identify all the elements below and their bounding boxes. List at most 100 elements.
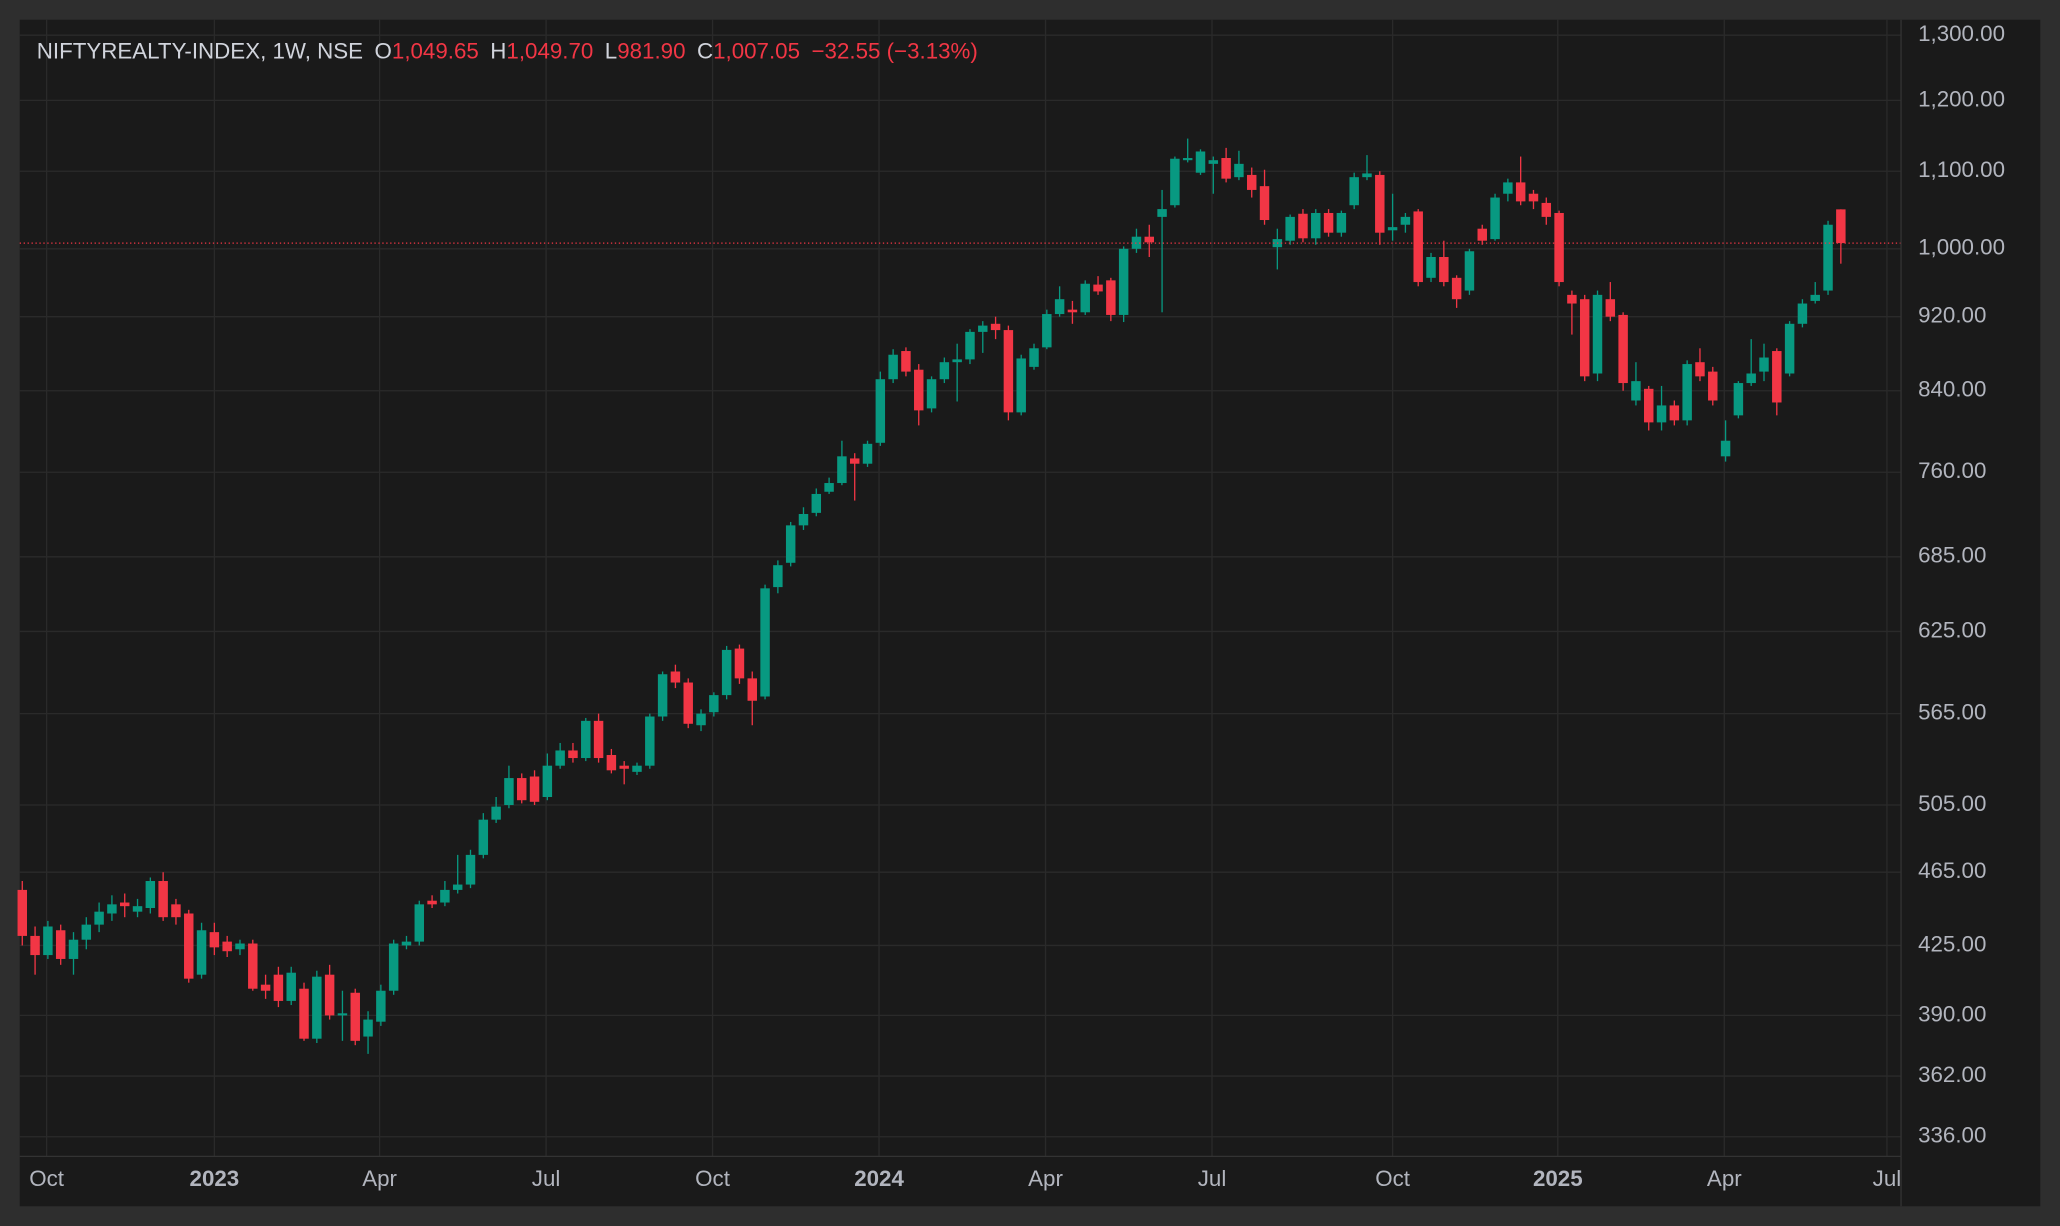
candle-body (1464, 251, 1475, 291)
candle-body (1733, 383, 1744, 416)
candle-body (299, 988, 309, 1039)
candle-body (1682, 364, 1692, 421)
candle-body (529, 776, 540, 802)
legend-key: O (375, 38, 392, 63)
legend-value: 1,049.70 (506, 38, 593, 63)
candle-body (1246, 174, 1257, 190)
candle-body (248, 943, 258, 989)
candle-body (914, 369, 924, 411)
candle-body (721, 649, 732, 696)
candle-body (1016, 358, 1026, 413)
candle-body (1144, 236, 1155, 243)
candle-body (632, 765, 642, 772)
candle-body (901, 351, 911, 372)
change: −32.55 (−3.13%) (812, 38, 978, 63)
candle-body (862, 443, 873, 464)
candle-body (837, 456, 847, 484)
candle-body (709, 695, 719, 713)
candle-body (158, 881, 168, 918)
candle-body (798, 514, 809, 526)
candle-body (811, 493, 822, 513)
candle-body (196, 930, 207, 975)
candle-body (324, 974, 335, 1016)
x-tick-label: Jul (1198, 1166, 1227, 1191)
candle-body (657, 674, 668, 717)
candle-body (926, 379, 937, 409)
candle-body (1720, 440, 1731, 457)
x-tick-label: Jul (1873, 1166, 1902, 1191)
axes: 1,300.00 1,200.00 1,100.00 1,000.00 920.00 84… (29, 21, 2005, 1191)
y-tick-label: 465.00 (1918, 858, 1986, 883)
y-tick-label: 1,200.00 (1918, 86, 2005, 111)
symbol: NIFTYREALTY-INDEX, 1W, NSE (37, 38, 363, 63)
candle-body (478, 819, 489, 855)
candle-body (1387, 227, 1398, 231)
legend-key: H (490, 38, 506, 63)
candle-body (81, 924, 92, 940)
legend-value: 1,007.05 (713, 38, 800, 63)
candle-body (452, 884, 463, 890)
candle-body (1298, 213, 1308, 239)
x-tick-label: Oct (695, 1166, 731, 1191)
candle-body (30, 935, 40, 956)
x-tick-label: 2023 (190, 1166, 240, 1191)
y-tick-label: 920.00 (1918, 303, 1986, 328)
candle-body (312, 976, 322, 1039)
candle-body (670, 671, 681, 683)
candle-body (1708, 371, 1718, 401)
candle-body (350, 992, 360, 1041)
candle-body (1426, 256, 1436, 278)
candle-body (1631, 381, 1641, 401)
candle-body (107, 904, 117, 914)
candle-body (1323, 212, 1334, 233)
y-tick-label: 1,000.00 (1918, 235, 2005, 260)
legend-key: C (697, 38, 713, 63)
y-tick-label: 760.00 (1918, 458, 1986, 483)
candle-body (1439, 256, 1449, 283)
candle-body (1746, 373, 1756, 384)
grid (19, 19, 1902, 1157)
candle-body (388, 943, 399, 991)
candle-body (1362, 173, 1372, 178)
x-tick-label: 2025 (1533, 1166, 1583, 1191)
candle-body (734, 648, 745, 679)
candle-body (939, 362, 950, 380)
candle-body (1836, 209, 1846, 244)
candle-body (760, 588, 770, 697)
candle-body (427, 900, 437, 905)
candle-body (337, 1013, 348, 1016)
candle-body (440, 889, 450, 903)
candle-body (1029, 348, 1039, 367)
candle-body (222, 941, 232, 952)
candle-body (1554, 212, 1564, 283)
candle-body (1182, 158, 1193, 161)
candle-body (1477, 228, 1487, 241)
candle-body (1823, 224, 1833, 291)
candle-body (1131, 236, 1142, 249)
candle-body (376, 990, 386, 1022)
candle-body (119, 902, 130, 907)
candle-body (1054, 299, 1065, 315)
candle-body (645, 716, 655, 766)
legend-key: L (605, 38, 617, 63)
candle-body (593, 720, 604, 759)
candle-body (1567, 294, 1577, 304)
candle-body (568, 750, 578, 759)
y-tick-label: 336.00 (1918, 1123, 1986, 1148)
candle-body (1618, 314, 1628, 384)
candle-body (1579, 299, 1590, 377)
x-tick-label: 2024 (854, 1166, 904, 1191)
candle-body (581, 720, 591, 759)
legend-value: 1,049.65 (392, 38, 479, 63)
y-tick-label: 390.00 (1918, 1001, 1986, 1026)
y-tick-label: 625.00 (1918, 617, 1986, 642)
candle-body (1067, 309, 1078, 313)
candle-body (1592, 294, 1603, 374)
candle-body (1208, 160, 1219, 164)
candle-body (401, 941, 412, 946)
candle-body (1669, 405, 1680, 421)
candle-body (875, 379, 886, 443)
candle-body (1695, 362, 1705, 377)
